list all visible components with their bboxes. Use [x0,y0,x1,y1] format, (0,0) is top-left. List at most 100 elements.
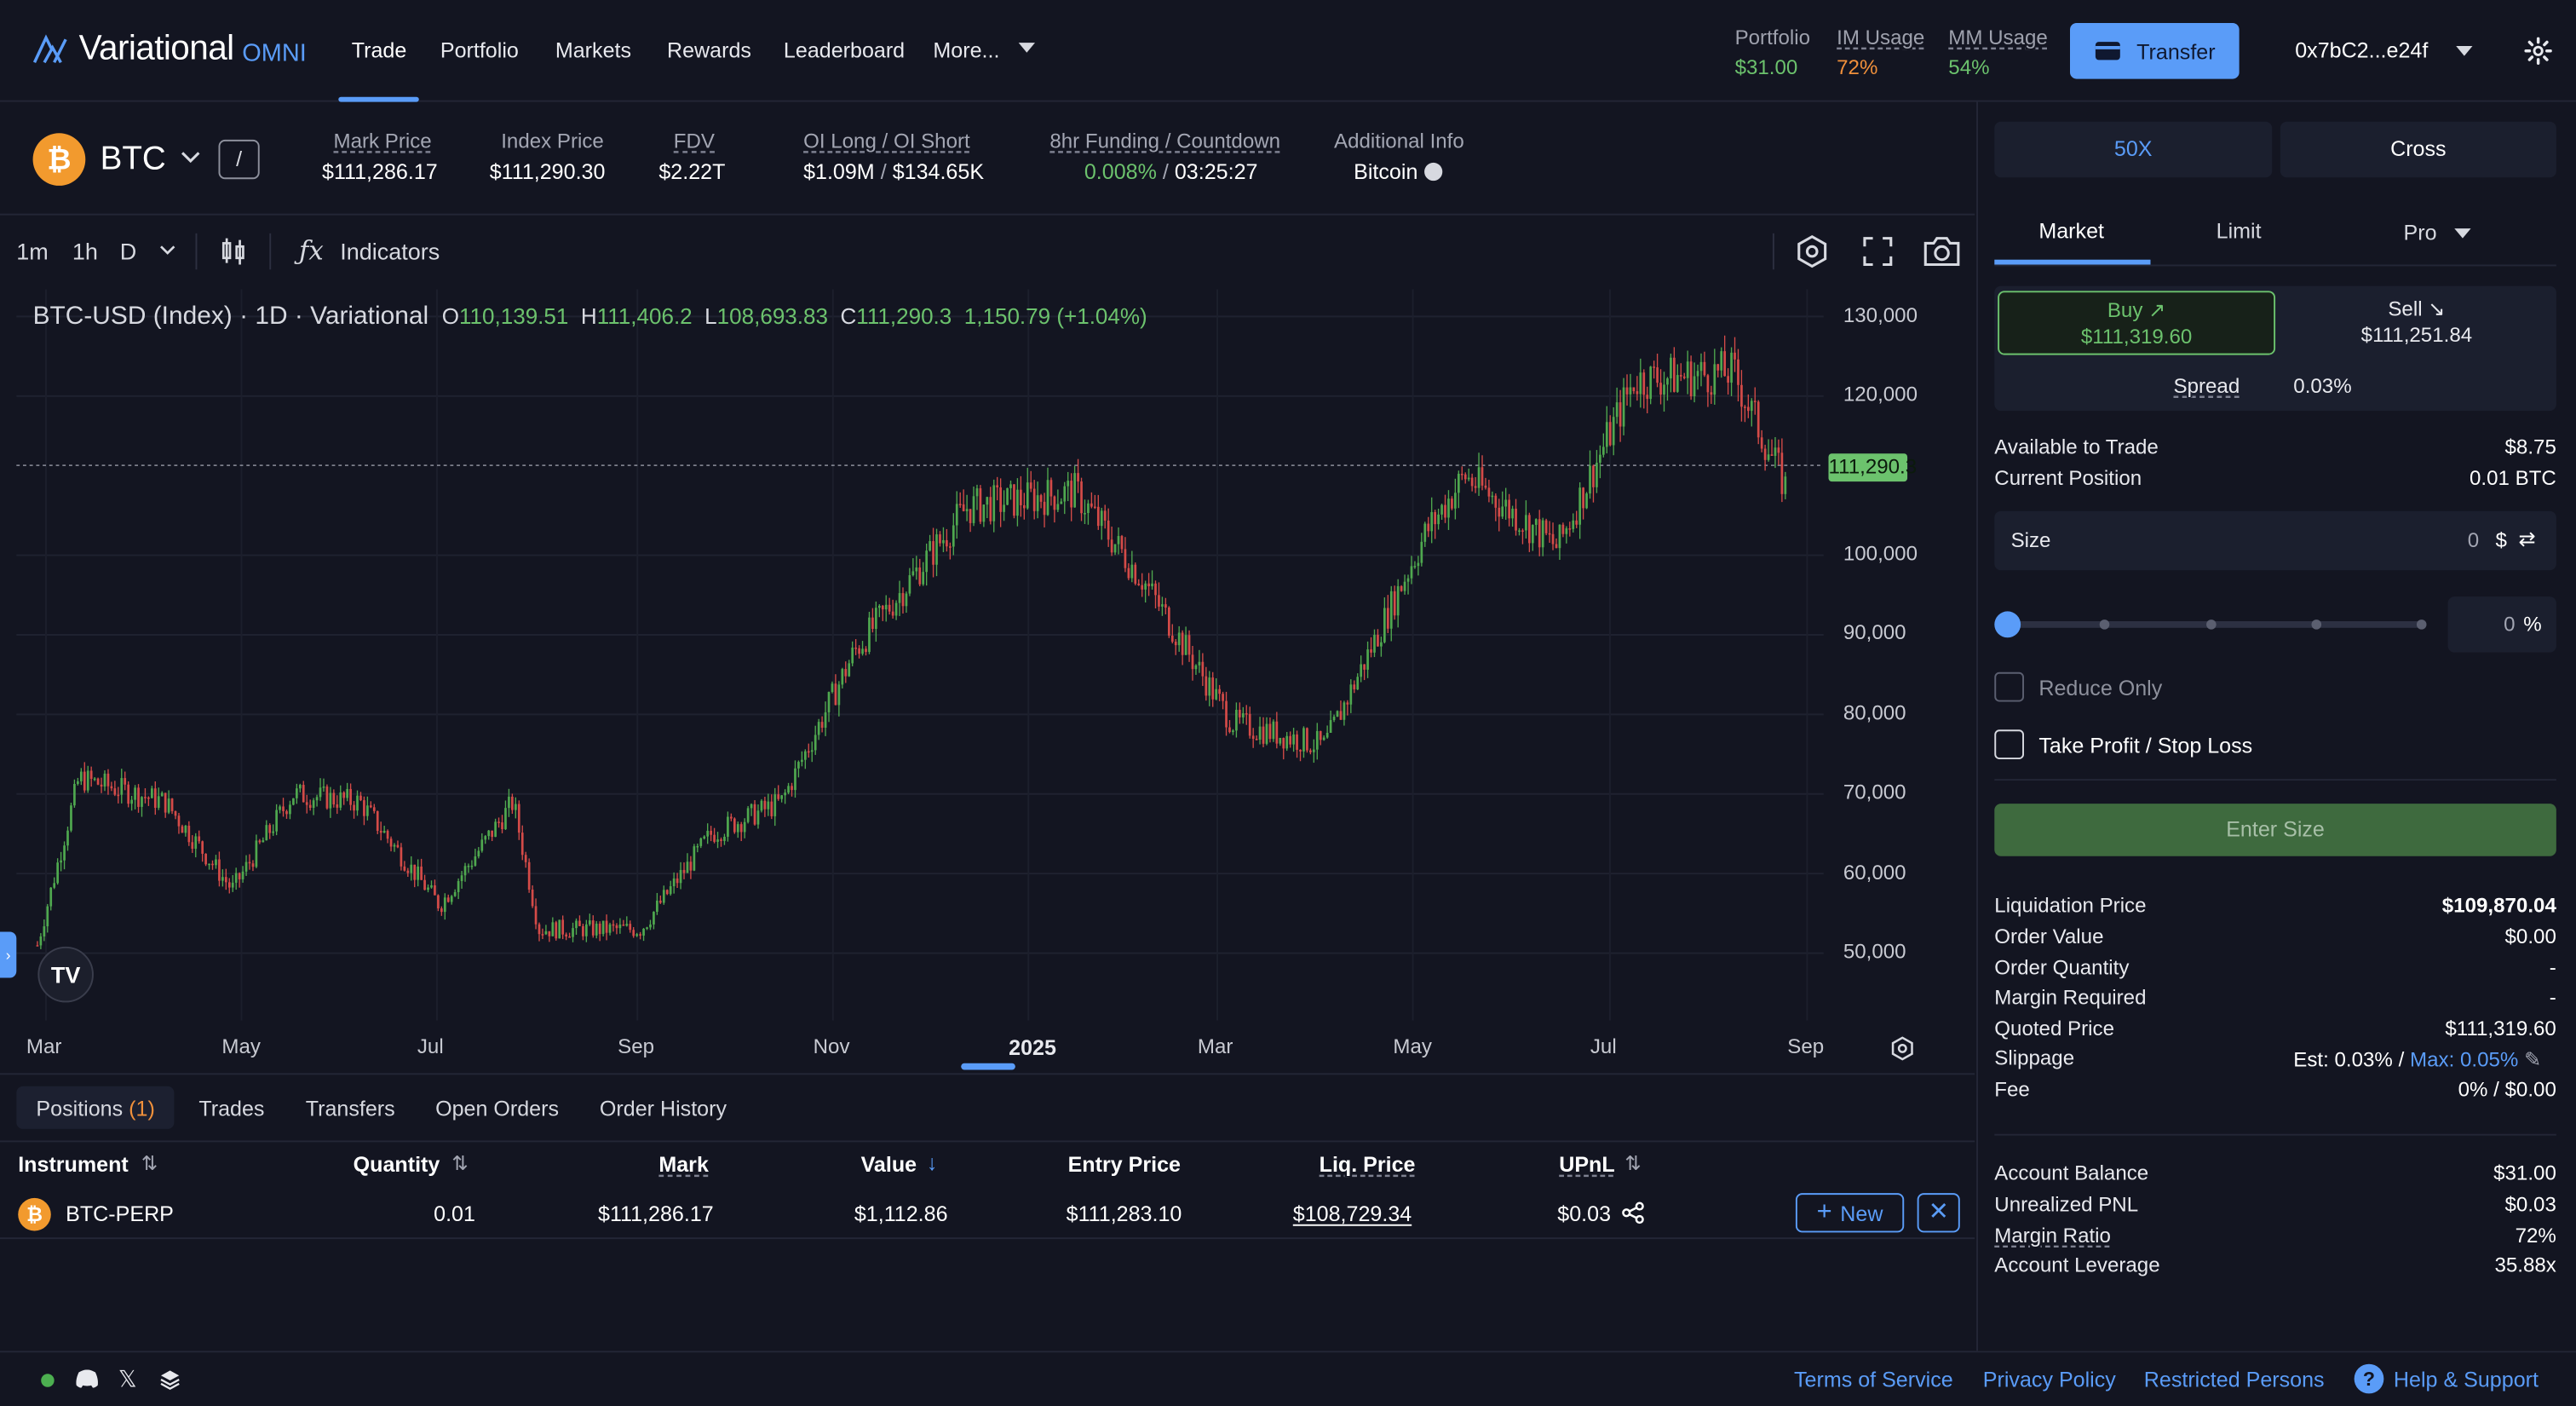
tab-positions[interactable]: Positions (1) [36,1096,154,1121]
price-chart[interactable] [0,289,1975,1075]
nav-leaderboard[interactable]: Leaderboard [783,37,906,63]
nav-rewards[interactable]: Rewards [666,37,751,63]
candle [538,922,541,942]
candle [443,893,446,920]
interval-d[interactable]: D [119,238,137,265]
new-order-button[interactable]: + New [1795,1193,1905,1233]
settings-hex-icon[interactable] [1794,233,1830,269]
help-link[interactable]: Help & Support [2393,1367,2539,1392]
nav-portfolio[interactable]: Portfolio [440,37,519,63]
candle [720,837,722,847]
sort-icon[interactable]: ⇅ [1624,1151,1642,1175]
leverage-button[interactable]: 50X [1994,121,2273,178]
tab-trades[interactable]: Trades [198,1096,265,1121]
enter-size-button[interactable]: Enter Size [1994,804,2556,856]
logo[interactable]: Variational OMNI [32,30,307,69]
candle [501,815,503,833]
row-liq-price[interactable]: $108,729.34 [1292,1201,1412,1226]
row-instrument[interactable]: BTC-PERP [66,1201,174,1226]
wallet-chevron-icon[interactable] [2456,45,2473,56]
col-entry-price[interactable]: Entry Price [1067,1151,1181,1177]
transfer-button[interactable]: Transfer [2069,22,2240,79]
slippage-max[interactable]: Max: 0.05% [2410,1048,2519,1072]
reduce-only-checkbox[interactable] [1994,671,2024,702]
slippage-label: Slippage [1994,1046,2075,1070]
x-icon[interactable]: 𝕏 [118,1365,137,1392]
candle [794,760,796,798]
tab-open-orders[interactable]: Open Orders [435,1096,560,1121]
col-instrument[interactable]: Instrument [18,1151,129,1177]
sell-button[interactable]: Sell ↘ $111,251.84 [2280,291,2553,354]
candle [201,840,204,862]
row-quantity: 0.01 [434,1201,475,1226]
col-quantity[interactable]: Quantity [353,1151,440,1177]
additional-info-value[interactable]: Bitcoin [1354,159,1442,184]
candle [682,862,686,879]
col-liq-price[interactable]: Liq. Price [1319,1151,1416,1177]
candle [514,797,517,819]
size-input[interactable] [1994,510,2556,571]
axis-settings-icon[interactable] [1889,1035,1916,1062]
layers-icon[interactable] [159,1369,181,1390]
sort-icon[interactable]: ⇅ [451,1151,469,1175]
sort-icon[interactable]: ⇅ [141,1151,158,1175]
help-icon[interactable]: ? [2354,1363,2384,1394]
swap-icon[interactable]: ⇄ [2518,527,2536,551]
buy-button[interactable]: Buy ↗ $111,319.60 [1998,291,2276,355]
pencil-icon[interactable]: ✎ [2524,1048,2542,1072]
fullscreen-icon[interactable] [1861,235,1895,268]
candle [36,941,39,947]
nav-trade[interactable]: Trade [351,37,407,63]
candle [642,928,645,942]
candle [1386,595,1389,633]
nav-more[interactable]: More... [933,37,1000,63]
interval-1h[interactable]: 1h [72,238,98,265]
candle [150,786,153,798]
tab-order-history[interactable]: Order History [599,1096,727,1121]
sidebar-toggle[interactable]: › [0,931,17,978]
interval-chevron-icon[interactable] [159,245,175,256]
search-shortcut-button[interactable]: / [218,139,260,180]
close-position-button[interactable]: ✕ [1917,1193,1960,1233]
symbol-name[interactable]: BTC [100,141,166,178]
candle [1753,387,1757,415]
chevron-down-icon[interactable] [1018,43,1035,53]
interval-1m[interactable]: 1m [16,238,49,265]
tab-market[interactable]: Market [2038,218,2104,244]
discord-icon[interactable] [76,1369,99,1388]
candle [1615,387,1619,424]
percent-input[interactable] [2447,596,2556,653]
col-mark[interactable]: Mark [658,1151,709,1177]
symbol-chevron-icon[interactable] [181,151,200,164]
col-upnl[interactable]: UPnL [1559,1151,1615,1177]
nav-markets[interactable]: Markets [555,37,632,63]
tab-pro[interactable]: Pro [2403,220,2437,245]
restricted-link[interactable]: Restricted Persons [2143,1367,2325,1392]
chart-legend: BTC-USD (Index) · 1D · Variational O110,… [33,303,1147,332]
terms-link[interactable]: Terms of Service [1793,1367,1953,1392]
gear-icon[interactable] [2523,36,2553,66]
col-value[interactable]: Value [860,1151,917,1177]
table-row[interactable] [0,1188,1975,1240]
footer [0,1351,2576,1406]
tradingview-logo[interactable]: TV [37,946,94,1003]
candle [63,841,66,870]
candle [1720,347,1723,378]
candle [389,836,393,852]
pro-chevron-icon[interactable] [2454,228,2471,239]
sort-down-icon[interactable]: ↓ [926,1150,938,1175]
wallet-address[interactable]: 0x7bC2...e24f [2295,37,2429,63]
tp-sl-checkbox[interactable] [1994,729,2024,759]
candles-icon[interactable] [218,237,248,267]
candle [238,872,241,888]
privacy-link[interactable]: Privacy Policy [1982,1367,2116,1392]
resize-handle[interactable] [961,1063,1015,1070]
margin-mode-button[interactable]: Cross [2280,121,2556,178]
slider-track[interactable] [2007,620,2425,628]
camera-icon[interactable] [1922,233,1961,269]
indicators-button[interactable]: Indicators [340,238,440,265]
slider-handle[interactable] [1994,611,2021,638]
tab-transfers[interactable]: Transfers [305,1096,395,1121]
share-icon[interactable] [1621,1201,1644,1224]
tab-limit[interactable]: Limit [2216,218,2262,244]
